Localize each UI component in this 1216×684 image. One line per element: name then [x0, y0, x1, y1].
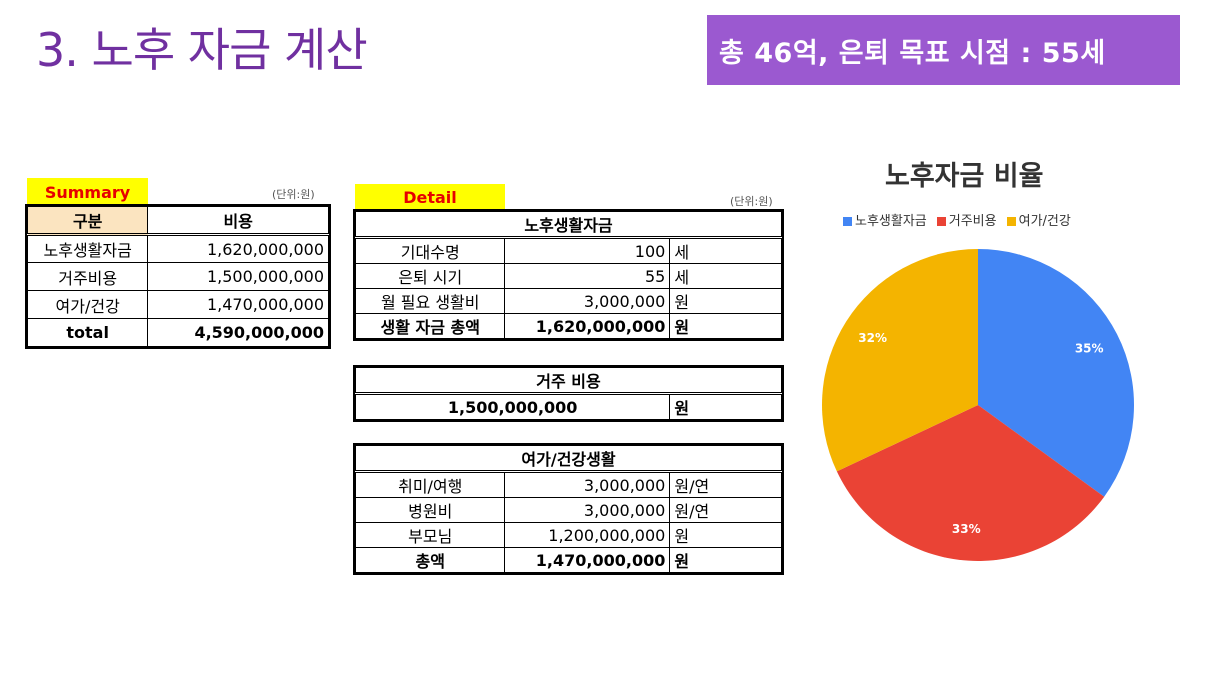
living-row-value: 100 — [504, 236, 671, 264]
housing-title: 거주 비용 — [355, 367, 782, 394]
chart-title: 노후자금 비율 — [885, 161, 1044, 192]
leisure-row-label: 취미/여행 — [354, 470, 506, 498]
leisure-row-label: 병원비 — [354, 497, 506, 523]
pie-label-2: 33% — [952, 522, 981, 536]
legend-label: 거주비용 — [948, 214, 997, 229]
summary-row-label: 노후생활자금 — [26, 233, 149, 263]
summary-tag: Summary — [27, 178, 148, 206]
leisure-row-value: 3,000,000 — [504, 497, 671, 523]
summary-row-value: 1,470,000,000 — [147, 290, 329, 319]
pie-slice-1 — [978, 249, 1134, 497]
leisure-health-title: 여가/건강생활 — [355, 445, 782, 472]
leisure-total-unit: 원 — [669, 547, 782, 573]
pie-label-3: 32% — [858, 331, 887, 345]
pie-chart: 35% 33% 32% — [822, 249, 1134, 561]
pie-slice-2 — [836, 405, 1105, 561]
summary-row-label: 여가/건강 — [26, 290, 149, 319]
summary-banner: 총 46억, 은퇴 목표 시점 : 55세 — [707, 15, 1180, 85]
living-fund-table: 노후생활자금 기대수명 100 세 은퇴 시기 55 세 월 필요 생활비 3,… — [353, 209, 784, 341]
leisure-row-label: 부모님 — [354, 522, 506, 548]
summary-table: 구분 비용 노후생활자금 1,620,000,000 거주비용 1,500,00… — [25, 204, 331, 349]
legend-item: 노후생활자금 — [843, 210, 927, 229]
leisure-total-value: 1,470,000,000 — [504, 547, 671, 573]
living-row-label: 월 필요 생활비 — [354, 288, 506, 314]
summary-header-category: 구분 — [26, 206, 149, 235]
summary-row-label: 거주비용 — [26, 262, 149, 291]
summary-unit-label: (단위:원) — [272, 188, 315, 201]
housing-value: 1,500,000,000 — [354, 392, 671, 420]
summary-header-cost: 비용 — [147, 206, 329, 235]
living-row-label: 은퇴 시기 — [354, 263, 506, 289]
leisure-row-unit: 원 — [669, 522, 782, 548]
living-row-unit: 원 — [669, 288, 782, 314]
pie-label-1: 35% — [1075, 341, 1104, 355]
leisure-row-unit: 원/연 — [669, 470, 782, 498]
living-total-unit: 원 — [669, 313, 782, 339]
living-row-value: 3,000,000 — [504, 288, 671, 314]
summary-total-value: 4,590,000,000 — [147, 318, 329, 347]
living-row-unit: 세 — [669, 263, 782, 289]
summary-total-label: total — [26, 318, 149, 347]
living-total-label: 생활 자금 총액 — [354, 313, 506, 339]
detail-unit-label: (단위:원) — [730, 195, 773, 208]
legend-item: 여가/건강 — [1006, 210, 1071, 229]
leisure-row-unit: 원/연 — [669, 497, 782, 523]
living-row-value: 55 — [504, 263, 671, 289]
legend-label: 노후생활자금 — [855, 214, 927, 229]
leisure-total-label: 총액 — [354, 547, 506, 573]
pie-slice-3 — [822, 249, 978, 472]
leisure-health-table: 여가/건강생활 취미/여행 3,000,000 원/연 병원비 3,000,00… — [353, 443, 784, 575]
living-total-value: 1,620,000,000 — [504, 313, 671, 339]
living-fund-title: 노후생활자금 — [355, 211, 782, 238]
legend-item: 거주비용 — [936, 210, 997, 229]
living-row-unit: 세 — [669, 236, 782, 264]
housing-unit: 원 — [669, 392, 782, 420]
leisure-row-value: 1,200,000,000 — [504, 522, 671, 548]
summary-row-value: 1,620,000,000 — [147, 233, 329, 263]
summary-row-value: 1,500,000,000 — [147, 262, 329, 291]
legend-swatch — [1006, 217, 1016, 226]
housing-table: 거주 비용 1,500,000,000 원 — [353, 365, 784, 422]
living-row-label: 기대수명 — [354, 236, 506, 264]
chart-legend: 노후생활자금 거주비용 여가/건강 — [843, 210, 1071, 229]
leisure-row-value: 3,000,000 — [504, 470, 671, 498]
legend-swatch — [843, 217, 852, 226]
legend-label: 여가/건강 — [1018, 214, 1071, 229]
page-title: 3. 노후 자금 계산 — [36, 23, 368, 77]
legend-swatch — [936, 217, 946, 226]
detail-tag: Detail — [355, 184, 505, 211]
